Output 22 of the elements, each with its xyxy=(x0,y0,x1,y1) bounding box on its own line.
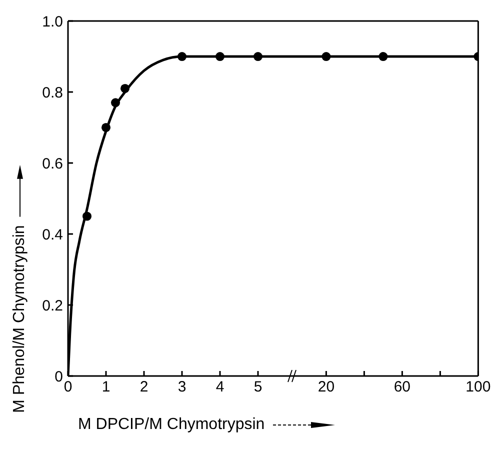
x-tick-label: 2 xyxy=(140,378,148,396)
point xyxy=(253,52,263,62)
x-axis-title: M DPCIP/M Chymotrypsin xyxy=(78,416,265,434)
point xyxy=(120,84,130,93)
x-tick-label: 3 xyxy=(178,378,186,396)
y-tick-label: 0.6 xyxy=(42,155,63,172)
x-tick-label: 20 xyxy=(318,378,335,396)
x-tick-label: 5 xyxy=(254,378,262,396)
y-axis-title: M Phenol/M Chymotrypsin xyxy=(11,225,29,413)
point xyxy=(110,98,120,108)
y-tick-label: 0.8 xyxy=(42,84,63,102)
point xyxy=(82,212,92,221)
x-tick-label: 4 xyxy=(216,378,224,396)
point xyxy=(215,52,225,62)
x-tick-label: 60 xyxy=(394,378,411,396)
y-tick-label: 0.4 xyxy=(42,226,63,244)
point xyxy=(177,52,187,62)
x-tick-label: 1 xyxy=(102,378,110,396)
point xyxy=(101,123,111,132)
x-tick-label: 100 xyxy=(466,378,491,396)
y-tick-label: 1.0 xyxy=(42,13,63,30)
y-tick-label: 0.2 xyxy=(42,297,63,314)
